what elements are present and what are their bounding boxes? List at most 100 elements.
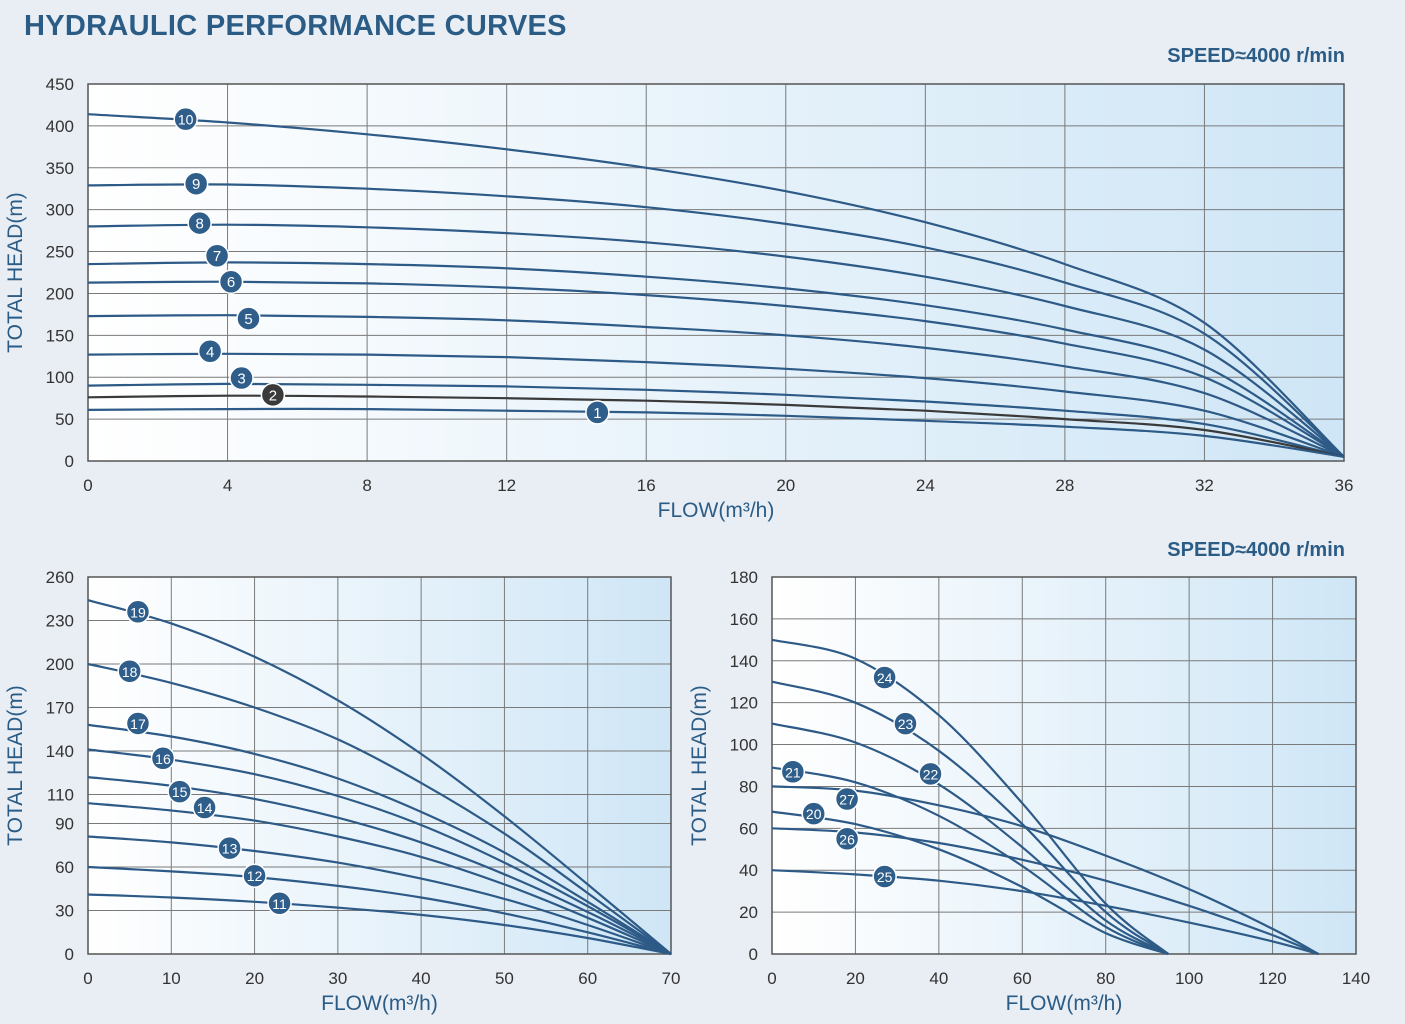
y-tick-label: 160 xyxy=(730,610,758,629)
curve-13 xyxy=(87,835,672,956)
curve-marker-21: 21 xyxy=(780,759,806,785)
curve-marker-label: 6 xyxy=(227,274,235,291)
curve-23 xyxy=(771,680,1169,955)
curve-marker-16: 16 xyxy=(150,746,176,771)
curve-marker-label: 24 xyxy=(877,670,893,686)
curve-marker-label: 19 xyxy=(130,604,146,620)
x-tick-label: 50 xyxy=(495,969,514,988)
curve-marker-circle xyxy=(872,665,897,690)
x-tick-label: 60 xyxy=(1013,969,1032,988)
y-tick-label: 120 xyxy=(730,694,758,713)
y-tick-label: 170 xyxy=(46,699,74,718)
curve-marker-11: 11 xyxy=(267,891,292,916)
y-tick-label: 0 xyxy=(65,452,74,471)
curve-24 xyxy=(771,638,1169,955)
curve-marker-label: 16 xyxy=(155,751,171,767)
plot-frame xyxy=(87,83,1345,462)
curve-marker-label: 5 xyxy=(244,311,252,328)
y-tick-label: 30 xyxy=(55,902,74,921)
y-tick-label: 200 xyxy=(46,284,74,303)
curve-6 xyxy=(87,280,1345,458)
curve-21 xyxy=(771,766,1169,956)
curve-marker-12: 12 xyxy=(242,863,267,888)
y-tick-label: 140 xyxy=(730,652,758,671)
curve-marker-10: 10 xyxy=(173,106,198,132)
curve-marker-label: 8 xyxy=(195,216,203,233)
curve-marker-label: 12 xyxy=(247,868,263,884)
curve-marker-circle xyxy=(893,711,918,736)
curve-17 xyxy=(87,723,672,955)
curve-marker-24: 24 xyxy=(872,665,897,690)
y-axis-label: TOTAL HEAD(m) xyxy=(688,685,711,846)
y-tick-label: 60 xyxy=(739,819,758,838)
x-axis-label: FLOW(m³/h) xyxy=(321,992,438,1015)
y-tick-label: 260 xyxy=(46,568,74,587)
speed-label-top: SPEED≈4000 r/min xyxy=(1167,45,1345,67)
y-tick-label: 0 xyxy=(65,945,74,964)
y-tick-label: 110 xyxy=(47,786,74,805)
curve-marker-label: 25 xyxy=(877,869,893,885)
curve-1 xyxy=(87,407,1345,458)
curve-marker-25: 25 xyxy=(872,864,897,889)
y-tick-label: 100 xyxy=(730,736,758,755)
curve-marker-7: 7 xyxy=(204,243,230,268)
curve-marker-label: 15 xyxy=(172,784,188,800)
curve-marker-circle xyxy=(236,306,261,331)
x-tick-label: 0 xyxy=(767,969,776,988)
page-title: HYDRAULIC PERFORMANCE CURVES xyxy=(24,10,567,42)
curve-marker-label: 9 xyxy=(192,176,200,193)
curve-marker-label: 18 xyxy=(122,664,138,680)
curve-marker-circle xyxy=(187,210,212,236)
chart-3: 0 20 40 60 80 100 120 140 0 20 40 60 80 100 120 140 160 1… xyxy=(688,568,1370,1015)
plot-area xyxy=(772,577,1356,954)
curve-marker-circle xyxy=(192,795,217,820)
curve-marker-circle xyxy=(204,243,230,268)
curve-marker-label: 4 xyxy=(206,344,214,361)
x-tick-label: 28 xyxy=(1055,476,1074,495)
curve-12 xyxy=(87,865,672,956)
x-tick-label: 16 xyxy=(637,476,656,495)
curve-marker-23: 23 xyxy=(893,711,918,736)
curve-marker-circle xyxy=(197,339,223,364)
curve-marker-13: 13 xyxy=(217,835,242,861)
curve-marker-label: 23 xyxy=(898,716,914,732)
y-tick-label: 450 xyxy=(46,75,74,94)
y-tick-label: 300 xyxy=(46,201,74,220)
x-tick-label: 36 xyxy=(1335,476,1354,495)
y-tick-label: 230 xyxy=(46,612,74,631)
curve-marker-2: 2 xyxy=(260,382,286,408)
curve-marker-label: 26 xyxy=(839,831,855,847)
curve-marker-9: 9 xyxy=(183,171,209,196)
curve-7 xyxy=(87,261,1345,458)
curve-marker-1: 1 xyxy=(585,400,610,425)
curve-marker-label: 1 xyxy=(593,405,601,422)
chart-2: 0 10 20 30 40 50 60 70 0 30 60 90 110 140 170 200 230 260… xyxy=(4,568,680,1015)
x-axis-label: FLOW(m³/h) xyxy=(658,499,775,522)
curve-marker-circle xyxy=(125,711,151,736)
curve-marker-14: 14 xyxy=(192,795,217,820)
y-tick-label: 180 xyxy=(730,568,758,587)
curve-marker-circle xyxy=(585,400,610,425)
curve-marker-circle xyxy=(117,659,142,684)
curve-marker-26: 26 xyxy=(834,826,860,852)
x-tick-label: 70 xyxy=(662,969,681,988)
curve-5 xyxy=(87,314,1345,458)
x-tick-label: 0 xyxy=(83,969,92,988)
curve-27 xyxy=(771,785,1320,955)
curve-marker-label: 20 xyxy=(806,806,822,822)
x-tick-label: 40 xyxy=(412,969,431,988)
curve-marker-circle xyxy=(780,759,806,785)
curve-16 xyxy=(87,748,672,955)
x-tick-label: 30 xyxy=(328,969,347,988)
curve-25 xyxy=(771,869,1319,956)
curve-marker-8: 8 xyxy=(187,210,212,236)
y-tick-label: 400 xyxy=(46,117,74,136)
curve-marker-circle xyxy=(872,864,897,889)
curve-marker-circle xyxy=(801,801,826,826)
curve-marker-4: 4 xyxy=(197,339,223,364)
curve-marker-3: 3 xyxy=(229,365,254,391)
x-tick-label: 32 xyxy=(1195,476,1214,495)
curve-marker-circle xyxy=(150,746,176,771)
curve-marker-27: 27 xyxy=(834,786,860,812)
